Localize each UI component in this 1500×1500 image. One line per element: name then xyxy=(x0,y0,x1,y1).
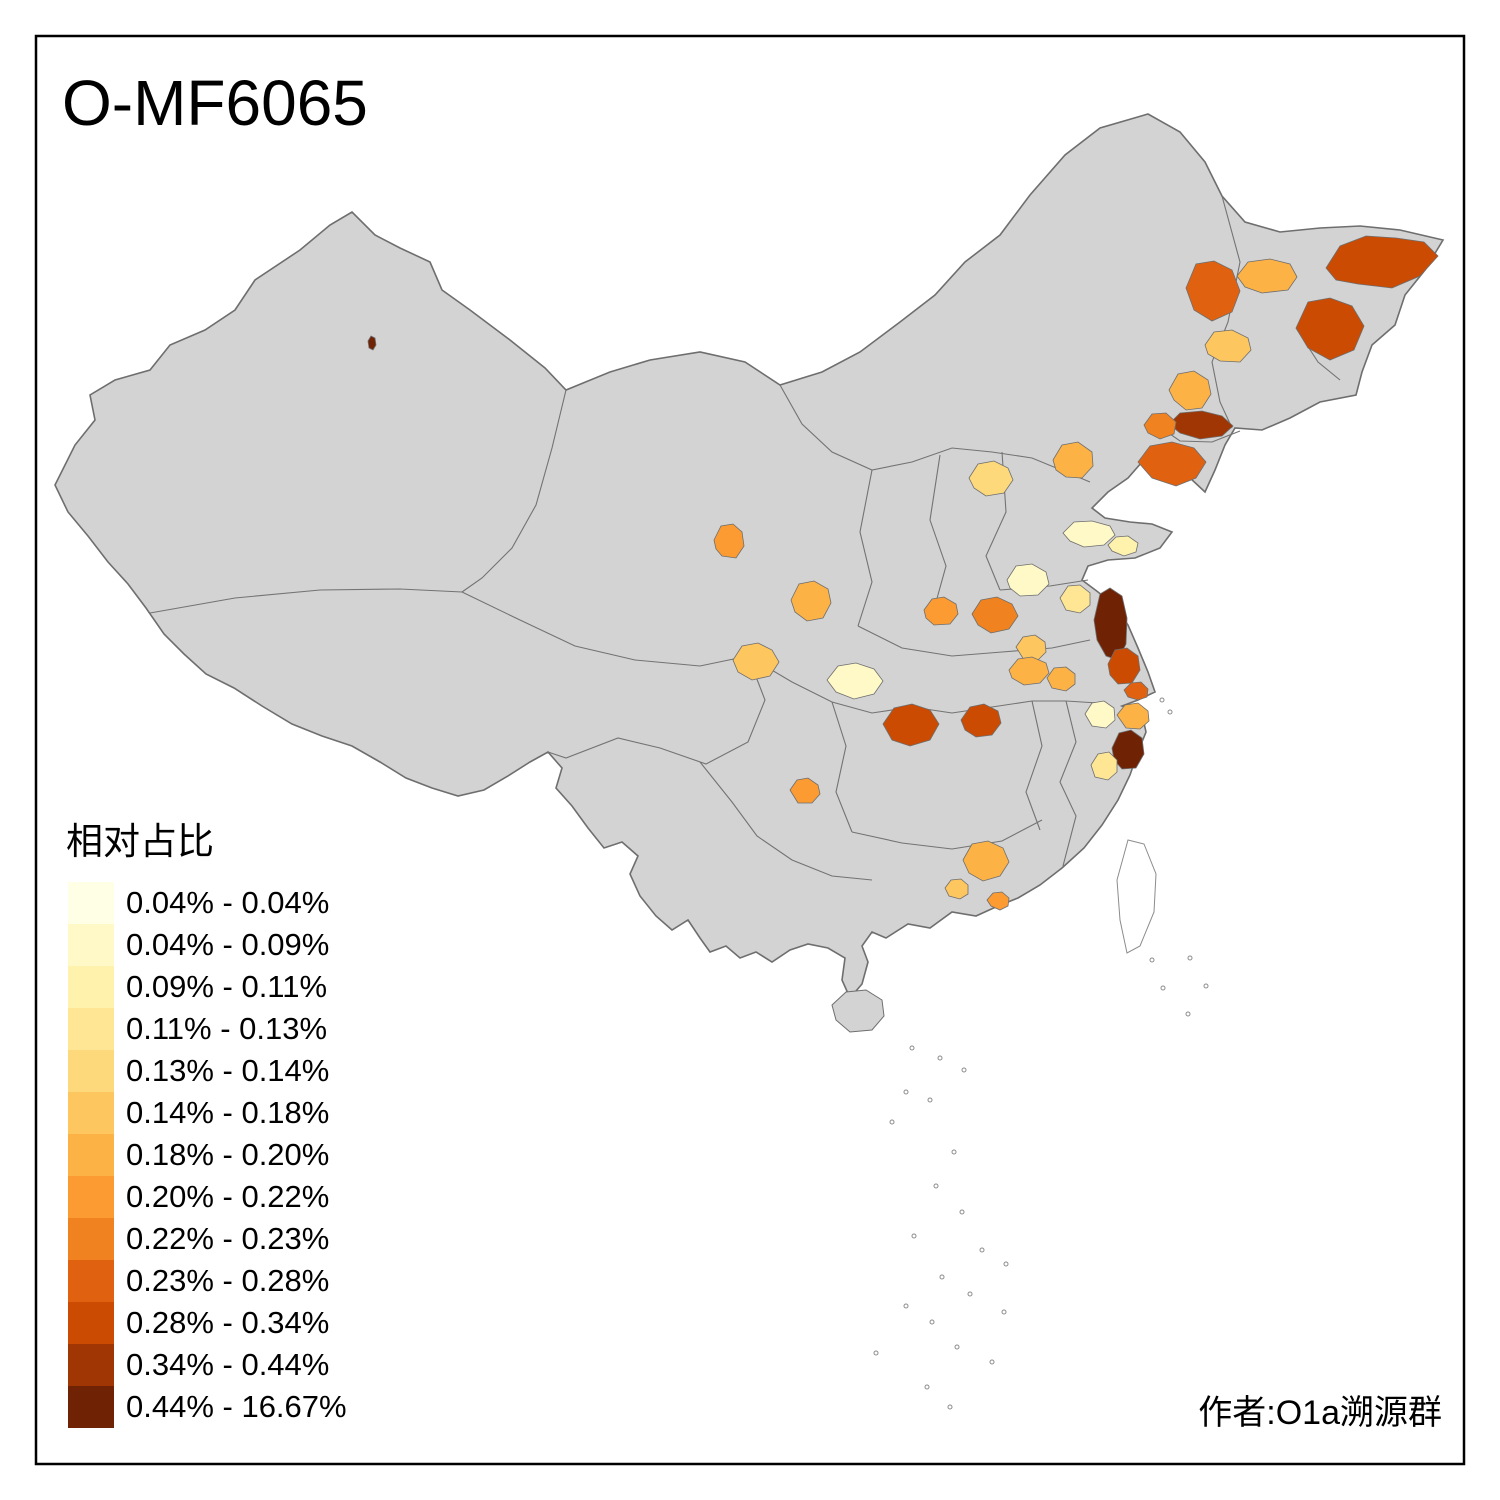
map-region-hubei-north xyxy=(1008,656,1050,686)
map-region-guangdong-north xyxy=(962,840,1010,882)
map-region-heilongjiang-central xyxy=(1204,329,1252,363)
author-credit: 作者:O1a溯源群 xyxy=(1198,1394,1442,1432)
border-line xyxy=(779,384,1091,483)
legend-swatch xyxy=(68,1386,114,1428)
legend-label: 0.18% - 0.20% xyxy=(126,1137,329,1172)
china-mainland-shape xyxy=(54,113,1445,1000)
map-region-anhui-central xyxy=(1046,666,1076,692)
legend-label: 0.34% - 0.44% xyxy=(126,1347,329,1382)
legend-label: 0.11% - 0.13% xyxy=(126,1011,327,1046)
legend-swatch xyxy=(68,1218,114,1260)
colored-regions xyxy=(367,235,1439,911)
border-line xyxy=(1059,700,1077,867)
map-region-jiangsu-south xyxy=(1107,647,1141,685)
legend-label: 0.23% - 0.28% xyxy=(126,1263,329,1298)
map-region-heilongjiang-northeast xyxy=(1325,235,1439,289)
legend-label: 0.22% - 0.23% xyxy=(126,1221,329,1256)
map-region-shandong-north xyxy=(1062,520,1116,548)
map-region-heilongjiang-north xyxy=(1236,258,1298,294)
legend-label: 0.14% - 0.18% xyxy=(126,1095,329,1130)
map-region-guangdong-central xyxy=(986,891,1010,911)
map-region-guangdong-west xyxy=(944,878,969,900)
map-region-shaanxi-south xyxy=(732,642,780,681)
border-line xyxy=(857,469,873,627)
legend-label: 0.44% - 16.67% xyxy=(126,1389,347,1424)
legend-swatch xyxy=(68,1260,114,1302)
legend-swatch xyxy=(68,1302,114,1344)
border-line xyxy=(929,454,947,603)
legend-label: 0.20% - 0.22% xyxy=(126,1179,329,1214)
legend-swatch xyxy=(68,1134,114,1176)
legend-swatch xyxy=(68,1176,114,1218)
border-line xyxy=(1025,700,1043,831)
map-region-gansu-central xyxy=(713,523,745,559)
map-region-jiangsu-coast xyxy=(1093,587,1128,661)
border-line xyxy=(461,591,749,667)
map-region-sichuan-central xyxy=(826,662,884,700)
map-region-anhui-south xyxy=(1084,700,1116,729)
map-region-henan-west xyxy=(923,596,959,626)
province-borders xyxy=(149,195,1341,881)
legend-label: 0.13% - 0.14% xyxy=(126,1053,329,1088)
legend-label: 0.04% - 0.04% xyxy=(126,885,329,920)
map-region-hunan-northeast xyxy=(960,703,1002,738)
border-line xyxy=(699,761,873,881)
map-region-liaoning-north xyxy=(1168,410,1234,440)
map-region-liaoning-peninsula xyxy=(1137,441,1207,487)
border-line xyxy=(851,819,1043,850)
map-region-xinjiang-tiny xyxy=(367,335,377,351)
legend-swatch xyxy=(68,882,114,924)
legend-swatch xyxy=(68,1344,114,1386)
map-region-zhejiang-north xyxy=(1116,702,1150,730)
plot-frame xyxy=(34,34,1466,1466)
map-region-shandong-peninsula xyxy=(1107,535,1139,557)
map-region-liaoning-central xyxy=(1143,412,1177,440)
map-region-jiangsu-northwest xyxy=(1059,584,1091,614)
legend: 相对占比 0.04% - 0.04% 0.04% - 0.09% 0.09% -… xyxy=(66,821,347,1428)
map-region-shaanxi-north xyxy=(790,580,832,622)
map-region-shanghai-area xyxy=(1123,681,1149,701)
border-line xyxy=(831,701,853,833)
sea-islets xyxy=(873,697,1209,1410)
map-region-henan-central xyxy=(971,596,1019,634)
legend-swatch xyxy=(68,1092,114,1134)
legend-label: 0.04% - 0.09% xyxy=(126,927,329,962)
map-region-hebei-west xyxy=(968,460,1014,497)
legend-swatch xyxy=(68,1008,114,1050)
map-region-heilongjiang-west xyxy=(1185,260,1241,322)
taiwan-island xyxy=(1116,839,1157,954)
map-region-hunan-north xyxy=(882,703,940,747)
border-line xyxy=(747,655,1099,714)
legend-swatch xyxy=(68,1050,114,1092)
legend-label: 0.28% - 0.34% xyxy=(126,1305,329,1340)
legend-label: 0.09% - 0.11% xyxy=(126,969,327,1004)
page-title: O-MF6065 xyxy=(62,67,368,139)
legend-swatch xyxy=(68,924,114,966)
hainan-island xyxy=(831,989,885,1033)
border-line xyxy=(857,625,1091,657)
border-line xyxy=(149,588,463,614)
border-line xyxy=(461,389,567,593)
map-region-jilin-central xyxy=(1168,370,1212,411)
map-region-heilongjiang-southeast xyxy=(1295,297,1365,361)
border-line xyxy=(547,655,766,765)
islands xyxy=(831,697,1209,1410)
map-region-hebei-northeast xyxy=(1052,441,1094,479)
legend-title: 相对占比 xyxy=(66,821,214,862)
map-region-shandong-south xyxy=(1006,563,1050,597)
map-region-zhejiang-southwest xyxy=(1090,751,1118,781)
map-region-guizhou-central xyxy=(789,777,821,804)
legend-swatch xyxy=(68,966,114,1008)
